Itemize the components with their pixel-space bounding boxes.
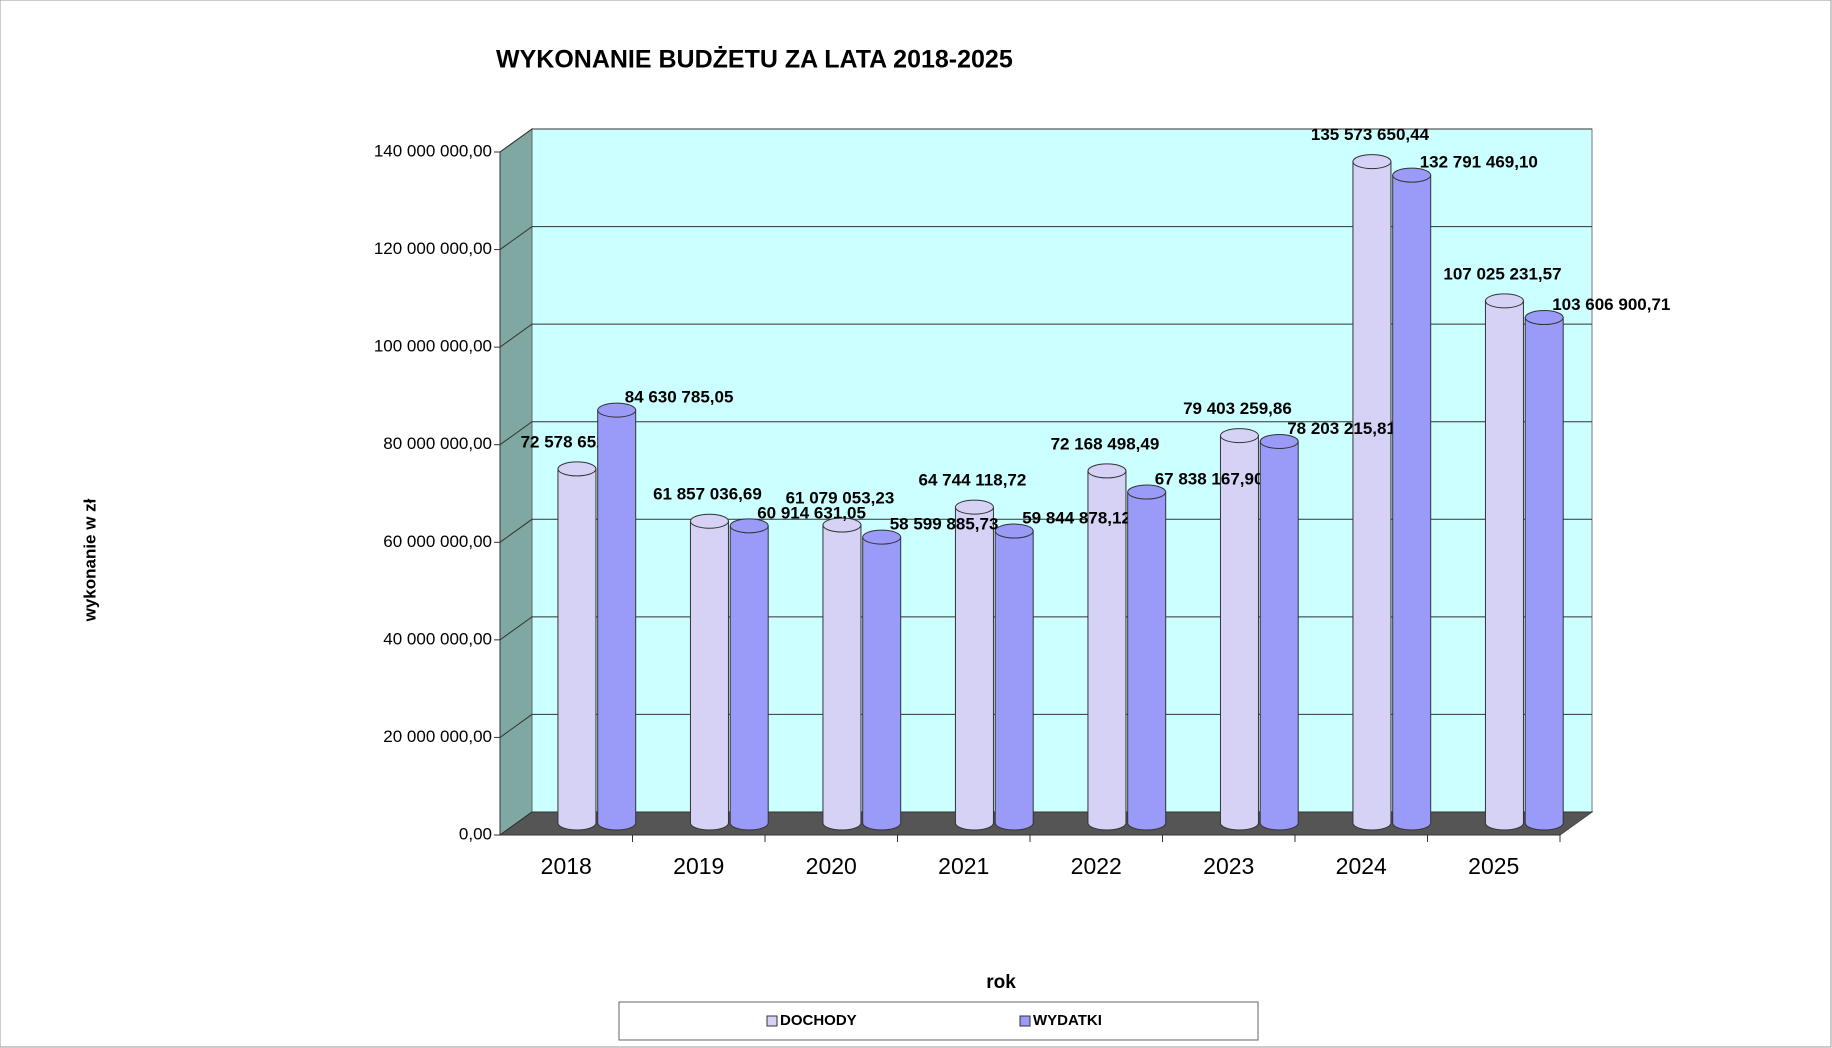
- y-tick-label: 0,00: [459, 824, 492, 843]
- value-label: 135 573 650,44: [1311, 125, 1430, 144]
- grid-line: [499, 128, 1592, 153]
- bar: [1352, 154, 1392, 831]
- cylinder-body: [1219, 435, 1259, 831]
- grid-line: [499, 421, 1592, 446]
- cylinder-body: [1127, 491, 1167, 831]
- x-axis-label: rok: [986, 972, 1016, 993]
- cylinder-body: [994, 530, 1034, 831]
- grid-line: [499, 323, 1592, 348]
- legend-box: [618, 1001, 1259, 1041]
- grid-line: [499, 226, 1592, 250]
- cylinder-top: [689, 513, 729, 529]
- value-label: 107 025 231,57: [1443, 264, 1561, 283]
- value-label: 64 744 118,72: [919, 471, 1027, 490]
- value-label: 60 914 631,05: [757, 503, 866, 522]
- side-wall: [499, 128, 533, 836]
- bar: [994, 523, 1034, 831]
- value-label: 59 844 878,12: [1022, 509, 1131, 528]
- cylinder-top: [1219, 428, 1259, 444]
- cylinder-top: [1484, 293, 1524, 309]
- value-label: 58 599 885,73: [890, 515, 999, 534]
- cylinder-top: [729, 518, 769, 534]
- value-label: 72 168 498,49: [1051, 434, 1160, 453]
- value-label: 78 203 215,81: [1287, 419, 1396, 438]
- y-tick-label: 140 000 000,00: [374, 141, 492, 160]
- bar: [822, 517, 862, 831]
- y-tick-label: 40 000 000,00: [383, 629, 492, 648]
- bar: [1259, 433, 1299, 831]
- cylinder-top: [1524, 310, 1564, 326]
- value-label: 67 838 167,90: [1155, 470, 1264, 489]
- cylinder-top: [862, 529, 902, 545]
- cylinder-top: [954, 499, 994, 515]
- value-label: 84 630 785,05: [625, 388, 734, 407]
- bar: [689, 513, 729, 831]
- legend-label: WYDATKI: [1033, 1012, 1102, 1029]
- x-tick-label: 2022: [1071, 853, 1122, 879]
- y-tick-label: 80 000 000,00: [383, 434, 492, 453]
- y-axis-label: wykonanie w zł: [80, 498, 99, 622]
- bar: [597, 402, 637, 831]
- y-tick-label: 20 000 000,00: [383, 727, 492, 746]
- bar: [557, 461, 597, 831]
- cylinder-top: [1392, 167, 1432, 183]
- legend-swatch: [1019, 1015, 1031, 1027]
- value-label: 61 079 053,23: [786, 489, 895, 508]
- bar: [1484, 293, 1524, 831]
- x-tick-label: 2018: [541, 853, 592, 879]
- bar: [1087, 463, 1127, 831]
- bar: [862, 529, 902, 831]
- cylinder-top: [1259, 433, 1299, 449]
- cylinder-body: [1392, 174, 1432, 831]
- value-label: 103 606 900,71: [1552, 295, 1670, 314]
- x-tick-label: 2023: [1203, 853, 1254, 879]
- cylinder-body: [729, 525, 769, 831]
- cylinder-body: [597, 409, 637, 831]
- value-label: 61 857 036,69: [653, 485, 762, 504]
- legend-swatch: [766, 1015, 778, 1027]
- cylinder-body: [954, 506, 994, 831]
- bar: [1219, 428, 1259, 831]
- cylinder-body: [862, 536, 902, 831]
- cylinder-body: [1259, 440, 1299, 831]
- bar: [729, 518, 769, 831]
- x-tick-label: 2024: [1336, 853, 1387, 879]
- cylinder-top: [1127, 484, 1167, 500]
- chart-title: WYKONANIE BUDŻETU ZA LATA 2018-2025: [496, 46, 1013, 74]
- bar: [954, 499, 994, 831]
- cylinder-body: [557, 468, 597, 831]
- cylinder-top: [597, 402, 637, 418]
- x-tick-label: 2019: [673, 853, 724, 879]
- cylinder-top: [1087, 463, 1127, 479]
- bar: [1524, 310, 1564, 831]
- cylinder-top: [994, 523, 1034, 539]
- bar: [1392, 167, 1432, 831]
- y-tick-label: 60 000 000,00: [383, 532, 492, 551]
- value-label: 79 403 259,86: [1183, 399, 1292, 418]
- cylinder-body: [822, 524, 862, 831]
- x-tick-label: 2025: [1468, 853, 1519, 879]
- y-tick-label: 120 000 000,00: [374, 239, 492, 258]
- x-tick-label: 2021: [938, 853, 989, 879]
- y-tick-label: 100 000 000,00: [374, 337, 492, 356]
- cylinder-body: [1484, 300, 1524, 831]
- cylinder-body: [1524, 317, 1564, 831]
- bar: [1127, 484, 1167, 831]
- cylinder-body: [1352, 161, 1392, 831]
- x-tick-label: 2020: [806, 853, 857, 879]
- cylinder-top: [557, 461, 597, 477]
- cylinder-top: [822, 517, 862, 533]
- cylinder-body: [1087, 470, 1127, 831]
- cylinder-top: [1352, 154, 1392, 170]
- value-label: 132 791 469,10: [1420, 153, 1538, 172]
- cylinder-body: [689, 520, 729, 831]
- legend-label: DOCHODY: [780, 1012, 857, 1029]
